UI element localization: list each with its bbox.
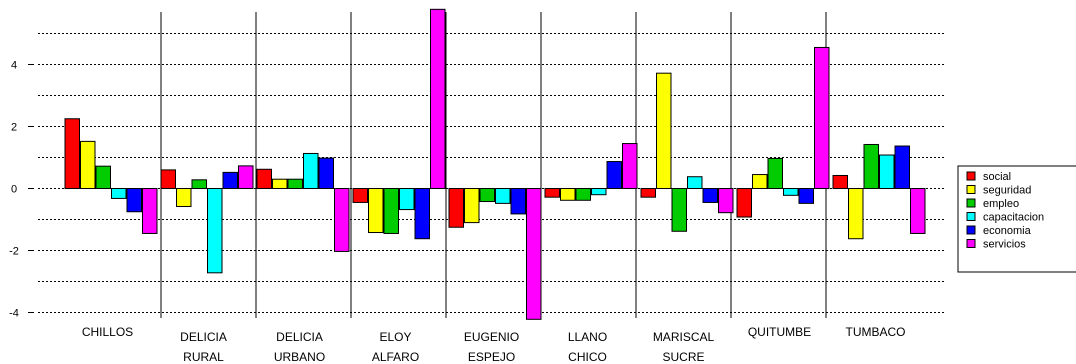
legend-label: servicios (983, 239, 1026, 251)
legend-swatch (966, 212, 976, 221)
bar-servicios (430, 8, 446, 189)
category-label: ALFARO (372, 350, 419, 364)
bar-capacitacion (399, 188, 415, 211)
legend-swatch (966, 239, 976, 248)
category-label: CHICO (568, 350, 607, 364)
bar-social (256, 168, 272, 189)
bar-servicios (910, 188, 926, 234)
legend-box (957, 165, 1076, 273)
bar-capacitacion (111, 188, 127, 199)
bar-seguridad (752, 174, 768, 190)
y-tick-label: -2 (9, 246, 19, 258)
bar-servicios (238, 165, 254, 189)
bar-capacitacion (207, 188, 223, 274)
legend-label: social (983, 171, 1011, 183)
bar-economia (894, 145, 910, 189)
bar-empleo (287, 178, 303, 189)
bar-social (352, 188, 368, 203)
y-tick-label: -4 (9, 308, 19, 320)
bar-servicios (142, 188, 158, 234)
category-label: URBANO (274, 350, 325, 364)
bar-economia (222, 171, 238, 190)
bar-servicios (526, 188, 542, 320)
bar-seguridad (560, 188, 576, 201)
bar-economia (702, 188, 718, 203)
bar-economia (318, 157, 334, 189)
category-label: SUCRE (662, 350, 704, 364)
category-label: ELOY (379, 330, 411, 344)
bar-economia (606, 161, 622, 189)
category-label: EUGENIO (464, 330, 519, 344)
panel-separators (160, 12, 827, 318)
legend-swatch (966, 225, 976, 235)
y-tick-label: 4 (11, 60, 17, 72)
bar-servicios (334, 188, 350, 252)
legend-label: capacitacion (983, 212, 1044, 224)
legend-swatch (966, 198, 976, 208)
legend-swatch (966, 171, 976, 181)
y-tick-label: 0 (11, 184, 17, 196)
category-label: CHILLOS (82, 325, 133, 339)
bar-social (64, 118, 80, 189)
bar-social (640, 188, 656, 198)
bar-seguridad (848, 188, 864, 240)
category-label: DELICIA (276, 330, 323, 344)
bar-empleo (383, 188, 399, 234)
y-axis: -4 -2 0 2 4 (9, 60, 34, 320)
category-label: ESPEJO (468, 350, 515, 364)
bar-empleo (671, 188, 687, 232)
bar-social (544, 188, 560, 198)
bar-servicios (622, 143, 638, 190)
bar-social (736, 188, 752, 218)
bar-economia (414, 188, 430, 240)
bar-empleo (479, 188, 495, 203)
bar-seguridad (272, 178, 288, 189)
category-label: MARISCAL (653, 330, 715, 344)
legend-label: empleo (983, 198, 1019, 210)
bar-capacitacion (783, 188, 799, 196)
bar-capacitacion (879, 154, 895, 190)
legend-label: economia (983, 225, 1032, 237)
bar-empleo (191, 179, 207, 190)
bar-seguridad (464, 188, 480, 224)
bar-capacitacion (495, 188, 511, 204)
category-label: LLANO (568, 330, 607, 344)
bar-economia (510, 188, 526, 215)
bars (64, 8, 926, 320)
bar-empleo (863, 143, 879, 189)
bar-empleo (575, 188, 591, 201)
bar-servicios (718, 188, 734, 214)
bar-social (160, 169, 176, 189)
bar-social (832, 174, 848, 189)
legend-label: seguridad (983, 185, 1031, 197)
bar-social (448, 188, 464, 228)
category-label: RURAL (183, 350, 224, 364)
bar-seguridad (80, 140, 96, 190)
bar-seguridad (368, 188, 384, 234)
bar-capacitacion (303, 152, 319, 189)
category-label: DELICIA (180, 330, 227, 344)
x-axis-labels: CHILLOS DELICIA RURAL DELICIA URBANO ELOY ALFA… (82, 325, 906, 364)
bar-capacitacion (687, 176, 703, 190)
bar-servicios (814, 46, 830, 190)
bar-economia (126, 188, 142, 213)
legend-swatch (966, 185, 976, 194)
bar-empleo (95, 165, 111, 189)
bar-empleo (767, 157, 783, 189)
bar-seguridad (656, 72, 672, 189)
category-label: TUMBACO (846, 325, 906, 339)
bar-economia (798, 188, 814, 204)
category-label: QUITUMBE (748, 325, 811, 339)
y-tick-label: 2 (11, 122, 17, 134)
bar-capacitacion (591, 188, 607, 196)
bar-seguridad (176, 188, 192, 207)
